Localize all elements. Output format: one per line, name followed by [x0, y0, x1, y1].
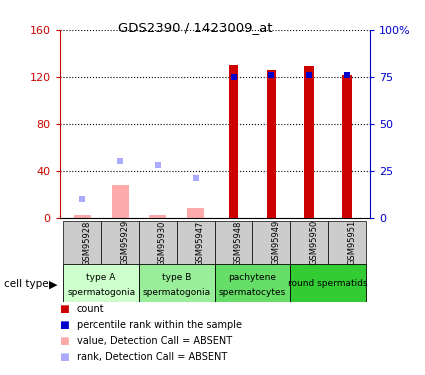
Text: GSM95951: GSM95951 [347, 220, 356, 266]
Text: ▶: ▶ [49, 279, 57, 289]
Bar [111, 185, 128, 218]
Text: cell type: cell type [4, 279, 49, 289]
Bar [290, 221, 328, 264]
Text: type A: type A [86, 273, 116, 282]
Text: spermatogonia: spermatogonia [67, 288, 135, 297]
Text: GSM95950: GSM95950 [309, 220, 318, 266]
Text: ■: ■ [60, 352, 69, 362]
Text: count: count [76, 304, 104, 314]
Bar [187, 208, 204, 218]
Text: spermatocytes: spermatocytes [219, 288, 286, 297]
Text: GSM95947: GSM95947 [196, 220, 205, 266]
Text: ■: ■ [60, 336, 69, 346]
Text: value, Detection Call = ABSENT: value, Detection Call = ABSENT [76, 336, 232, 346]
Text: GSM95929: GSM95929 [120, 220, 129, 266]
Bar [252, 221, 290, 264]
Text: pachytene: pachytene [229, 273, 276, 282]
Text: percentile rank within the sample: percentile rank within the sample [76, 320, 241, 330]
Bar [290, 264, 366, 302]
Bar [215, 264, 290, 302]
Bar [63, 221, 101, 264]
Bar [149, 215, 166, 217]
Text: ■: ■ [60, 304, 69, 314]
Text: GSM95949: GSM95949 [272, 220, 280, 266]
Bar [215, 221, 252, 264]
Bar [229, 65, 238, 218]
Text: round spermatids: round spermatids [288, 279, 368, 288]
Bar [266, 70, 276, 217]
Bar [74, 215, 91, 217]
Text: GSM95948: GSM95948 [234, 220, 243, 266]
Text: rank, Detection Call = ABSENT: rank, Detection Call = ABSENT [76, 352, 227, 362]
Text: GDS2390 / 1423009_at: GDS2390 / 1423009_at [118, 21, 273, 34]
Text: ■: ■ [60, 320, 69, 330]
Bar [63, 264, 139, 302]
Bar [177, 221, 215, 264]
Bar [101, 221, 139, 264]
Bar [139, 221, 177, 264]
Bar [328, 221, 366, 264]
Bar [304, 66, 314, 218]
Bar [139, 264, 215, 302]
Text: GSM95928: GSM95928 [82, 220, 91, 266]
Text: GSM95930: GSM95930 [158, 220, 167, 266]
Bar [342, 75, 352, 217]
Text: spermatogonia: spermatogonia [143, 288, 211, 297]
Text: type B: type B [162, 273, 192, 282]
